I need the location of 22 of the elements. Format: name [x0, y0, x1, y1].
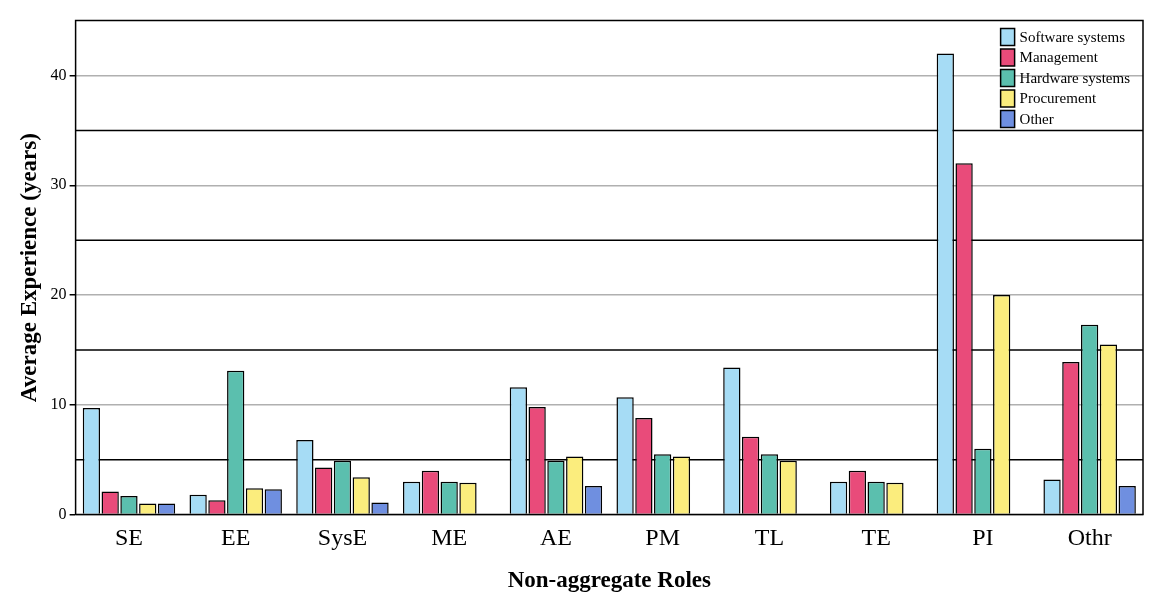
legend-label: Software systems — [1019, 28, 1126, 45]
y-axis-title: Average Experience (years) — [15, 133, 41, 403]
x-tick-label: AE — [539, 524, 572, 551]
y-tick-label: 0 — [58, 504, 67, 522]
y-tick-label: 20 — [50, 285, 67, 303]
x-tick-label: SysE — [317, 524, 368, 551]
x-tick-label: PM — [645, 524, 681, 551]
x-tick-label: SE — [114, 524, 143, 551]
legend-label: Procurement — [1019, 90, 1098, 107]
x-tick-label: PI — [972, 524, 994, 551]
legend-label: Management — [1019, 49, 1099, 66]
x-tick-label: TL — [754, 524, 785, 551]
legend-label: Hardware systems — [1019, 69, 1131, 86]
x-axis-title: Non-aggregate Roles — [507, 567, 712, 593]
legend-label: Other — [1019, 110, 1054, 127]
y-tick-label: 30 — [50, 175, 67, 193]
x-tick-label: TE — [861, 524, 891, 551]
y-tick-label: 10 — [50, 395, 67, 413]
y-tick-label: 40 — [50, 65, 67, 83]
x-tick-label: ME — [431, 524, 468, 551]
x-tick-label: Othr — [1067, 524, 1112, 551]
x-tick-label: EE — [221, 524, 251, 551]
